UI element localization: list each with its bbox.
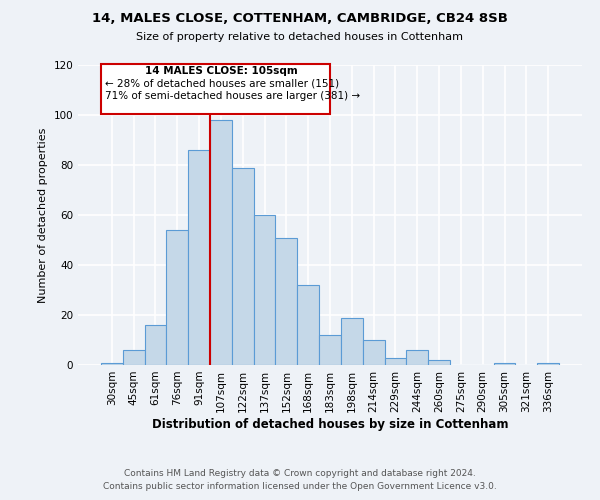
Bar	[406, 350, 428, 365]
Text: Contains HM Land Registry data © Crown copyright and database right 2024.: Contains HM Land Registry data © Crown c…	[124, 468, 476, 477]
Bar	[297, 285, 319, 365]
Text: Contains public sector information licensed under the Open Government Licence v3: Contains public sector information licen…	[103, 482, 497, 491]
Bar	[254, 215, 275, 365]
Bar	[341, 318, 363, 365]
Text: 14 MALES CLOSE: 105sqm: 14 MALES CLOSE: 105sqm	[145, 66, 297, 76]
Bar	[101, 362, 123, 365]
Bar	[428, 360, 450, 365]
Bar	[319, 335, 341, 365]
Text: ← 28% of detached houses are smaller (151): ← 28% of detached houses are smaller (15…	[105, 78, 340, 89]
Y-axis label: Number of detached properties: Number of detached properties	[38, 128, 48, 302]
Bar	[494, 362, 515, 365]
Bar	[385, 358, 406, 365]
Bar	[145, 325, 166, 365]
Bar	[363, 340, 385, 365]
Bar	[275, 238, 297, 365]
Bar	[123, 350, 145, 365]
X-axis label: Distribution of detached houses by size in Cottenham: Distribution of detached houses by size …	[152, 418, 508, 430]
Bar	[210, 120, 232, 365]
Bar	[232, 168, 254, 365]
Text: 71% of semi-detached houses are larger (381) →: 71% of semi-detached houses are larger (…	[105, 91, 361, 101]
Text: Size of property relative to detached houses in Cottenham: Size of property relative to detached ho…	[137, 32, 464, 42]
FancyBboxPatch shape	[101, 64, 330, 114]
Text: 14, MALES CLOSE, COTTENHAM, CAMBRIDGE, CB24 8SB: 14, MALES CLOSE, COTTENHAM, CAMBRIDGE, C…	[92, 12, 508, 26]
Bar	[188, 150, 210, 365]
Bar	[166, 230, 188, 365]
Bar	[537, 362, 559, 365]
